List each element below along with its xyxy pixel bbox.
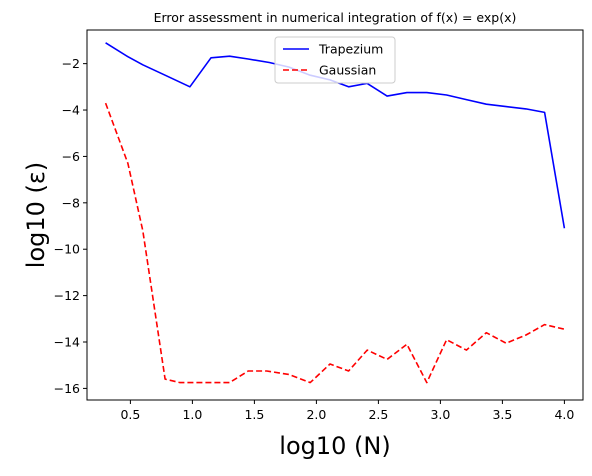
y-tick-label: −4 <box>62 103 80 118</box>
y-tick-label: −16 <box>54 381 80 396</box>
x-tick-label: 2.5 <box>368 407 388 422</box>
x-tick-label: 1.5 <box>244 407 264 422</box>
x-tick-label: 2.0 <box>306 407 326 422</box>
x-axis-title: log10 (N) <box>279 432 390 460</box>
x-tick-label: 3.0 <box>430 407 450 422</box>
series-group <box>104 42 566 384</box>
x-tick-label: 4.0 <box>554 407 574 422</box>
legend-label-gaussian: Gaussian <box>319 63 376 78</box>
chart-title: Error assessment in numerical integratio… <box>154 10 517 25</box>
y-axis: −2 −4 −6 −8 −10 −12 −14 −16 <box>54 56 87 396</box>
x-axis: 0.5 1.0 1.5 2.0 2.5 3.0 3.5 4.0 <box>120 400 574 422</box>
legend: Trapezium Gaussian <box>274 36 396 84</box>
y-tick-label: −8 <box>62 195 80 210</box>
y-tick-label: −2 <box>62 56 80 71</box>
x-tick-label: 3.5 <box>492 407 512 422</box>
y-tick-label: −12 <box>54 288 80 303</box>
series-line-gaussian <box>104 102 565 384</box>
y-tick-label: −14 <box>54 335 80 350</box>
plot-frame <box>86 29 584 401</box>
x-tick-label: 1.0 <box>182 407 202 422</box>
y-tick-label: −6 <box>62 149 80 164</box>
y-tick-label: −10 <box>54 242 80 257</box>
legend-label-trapezium: Trapezium <box>318 42 383 57</box>
y-axis-title: log10 (ε) <box>22 162 50 268</box>
x-tick-label: 0.5 <box>120 407 140 422</box>
